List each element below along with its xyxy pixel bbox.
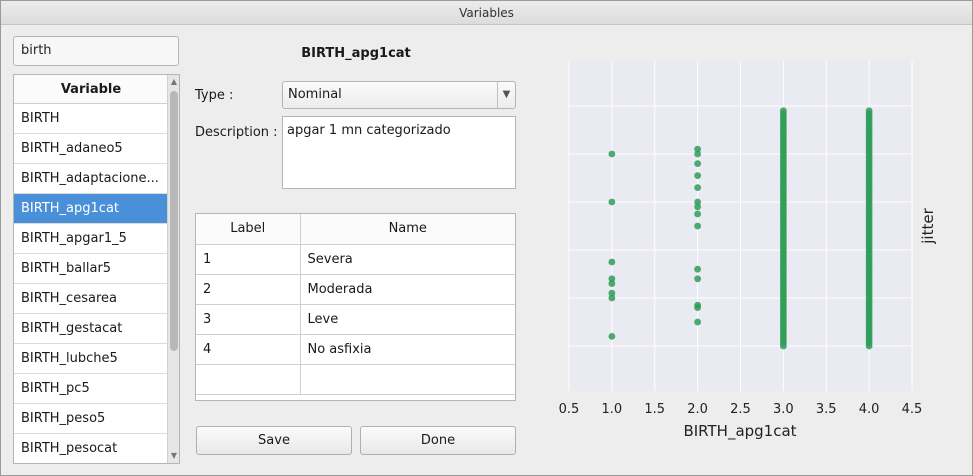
name-cell[interactable]: No asfixia <box>300 334 515 365</box>
variable-list-item[interactable]: BIRTH_apg1cat <box>14 194 168 224</box>
x-tick-label: 3.5 <box>816 402 837 417</box>
label-cell[interactable]: 2 <box>196 274 301 305</box>
scatter-point <box>608 198 616 206</box>
scatter-point <box>694 275 702 283</box>
x-axis-label: BIRTH_apg1cat <box>683 422 796 441</box>
type-select-value: Nominal <box>288 87 342 102</box>
scatter-point <box>608 289 616 297</box>
x-tick-label: 1.0 <box>602 402 623 417</box>
done-button[interactable]: Done <box>360 426 516 455</box>
scatter-point <box>694 210 702 218</box>
scatter-point <box>694 265 702 273</box>
scatter-point <box>608 333 616 340</box>
scatter-point <box>694 160 702 167</box>
x-tick-label: 1.5 <box>644 402 665 417</box>
jitter-scatter-plot: 0.5 1.0 1.5 2.0 2.5 3.0 3.5 4.0 4.5 BIRTH_apg1ca… <box>559 61 937 441</box>
variable-list-item[interactable]: BIRTH_adaptacione... <box>14 164 168 194</box>
scatter-point <box>694 198 702 206</box>
name-cell[interactable] <box>300 364 515 395</box>
window-title: Variables <box>1 1 972 25</box>
scroll-up-arrow-icon[interactable]: ▲ <box>170 77 178 86</box>
variable-title: BIRTH_apg1cat <box>301 46 411 61</box>
name-cell[interactable]: Moderada <box>300 274 515 305</box>
variable-list-scrollbar[interactable]: ▲ ▼ <box>167 75 179 463</box>
variable-list-item[interactable]: BIRTH_peso5 <box>14 404 168 434</box>
scatter-point <box>608 294 616 302</box>
scatter-point <box>608 275 616 283</box>
x-tick-label: 4.5 <box>902 402 923 417</box>
scatter-point <box>694 145 702 153</box>
variable-list-item[interactable]: BIRTH_cesarea <box>14 284 168 314</box>
value-labels-table[interactable]: Label Name 1 Severa 2 Moderada 3 Leve 4 No asfi… <box>195 213 516 401</box>
type-label: Type : <box>195 88 234 103</box>
scatter-point <box>608 280 616 287</box>
scatter-point <box>694 203 702 211</box>
variable-list-item[interactable]: BIRTH_gestacat <box>14 314 168 344</box>
name-cell[interactable]: Leve <box>300 304 515 335</box>
table-row[interactable]: 3 Leve <box>196 304 515 335</box>
variable-list-header[interactable]: Variable <box>14 75 168 104</box>
type-select[interactable]: Nominal ▼ <box>282 81 516 109</box>
x-tick-label: 2.0 <box>687 402 708 417</box>
variable-list-item[interactable]: BIRTH <box>14 104 168 134</box>
label-cell[interactable]: 1 <box>196 244 301 275</box>
scatter-point <box>608 150 616 158</box>
x-tick-label: 4.0 <box>859 402 880 417</box>
y-axis-label: jitter <box>919 207 937 244</box>
chevron-down-icon[interactable]: ▼ <box>497 82 515 108</box>
variable-list-item[interactable]: BIRTH_pesocat <box>14 434 168 463</box>
table-row[interactable]: 2 Moderada <box>196 274 515 305</box>
save-button[interactable]: Save <box>196 426 352 455</box>
table-row[interactable]: 1 Severa <box>196 244 515 275</box>
variable-list-item[interactable]: BIRTH_ballar5 <box>14 254 168 284</box>
variable-list-item[interactable]: BIRTH_pc5 <box>14 374 168 404</box>
table-row[interactable] <box>196 364 515 395</box>
scatter-point <box>694 318 702 326</box>
column-header-label[interactable]: Label <box>196 214 301 245</box>
x-tick-label: 2.5 <box>730 402 751 417</box>
scatter-point <box>694 150 702 158</box>
scatter-point <box>694 222 702 230</box>
label-cell[interactable]: 4 <box>196 334 301 365</box>
scatter-point <box>779 107 787 115</box>
label-cell[interactable] <box>196 364 301 395</box>
x-tick-label: 3.0 <box>773 402 794 417</box>
column-header-name[interactable]: Name <box>300 214 515 245</box>
scatter-point <box>694 184 702 192</box>
scatter-point <box>865 107 873 115</box>
description-field[interactable]: apgar 1 mn categorizado <box>282 116 516 189</box>
name-cell[interactable]: Severa <box>300 244 515 275</box>
scroll-down-arrow-icon[interactable]: ▼ <box>170 451 178 460</box>
variable-list-item[interactable]: BIRTH_apgar1_5 <box>14 224 168 254</box>
scatter-point <box>694 172 702 180</box>
variable-list[interactable]: Variable BIRTH BIRTH_adaneo5 BIRTH_adaptac… <box>13 74 180 464</box>
description-label: Description : <box>195 125 278 140</box>
scrollbar-thumb[interactable] <box>170 91 178 351</box>
scatter-point <box>608 258 616 266</box>
table-row[interactable]: 4 No asfixia <box>196 334 515 365</box>
variable-list-item[interactable]: BIRTH_adaneo5 <box>14 134 168 164</box>
search-input[interactable]: birth <box>13 36 179 66</box>
variable-list-item[interactable]: BIRTH_lubche5 <box>14 344 168 374</box>
scatter-point <box>694 304 702 311</box>
x-tick-label: 0.5 <box>559 402 580 417</box>
label-cell[interactable]: 3 <box>196 304 301 335</box>
